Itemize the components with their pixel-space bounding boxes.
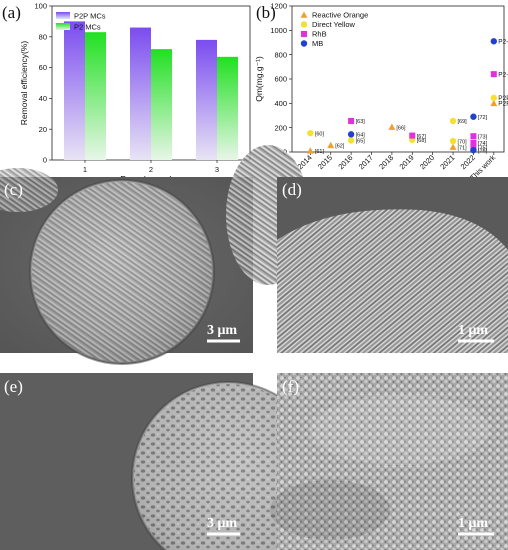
y-tick-label-b: 1200 bbox=[270, 2, 287, 11]
point-label-b: [76] bbox=[478, 148, 488, 154]
bar-p2p bbox=[196, 39, 217, 160]
data-point-b bbox=[307, 129, 314, 137]
legend-swatch-a bbox=[56, 12, 70, 19]
data-point-b bbox=[327, 141, 335, 149]
scale-bar-c-label: 3 μm bbox=[207, 323, 237, 338]
y-tick-label-a: 20 bbox=[39, 125, 47, 134]
legend-label-a: P2P MCs bbox=[74, 12, 106, 21]
x-tick-label-a: 2 bbox=[149, 165, 153, 174]
data-point-b bbox=[348, 117, 355, 124]
data-point-b bbox=[490, 38, 498, 45]
legend-marker-b bbox=[300, 11, 308, 18]
panel-f-letter: (f) bbox=[282, 377, 299, 396]
point-label-b: [74] bbox=[478, 141, 488, 147]
scale-bar-d-label: 1 μm bbox=[458, 323, 488, 338]
point-label-b: [69] bbox=[458, 119, 468, 125]
point-label-b: [71] bbox=[458, 145, 468, 151]
data-point-b bbox=[409, 132, 416, 139]
panel-d-letter: (d) bbox=[282, 180, 302, 199]
point-label-b: [72] bbox=[478, 115, 488, 121]
data-point-b bbox=[470, 139, 477, 146]
bar-p2p bbox=[130, 27, 151, 161]
point-label-b: P2-MCs bbox=[498, 38, 508, 45]
point-label-b: P2P-MCs bbox=[498, 101, 508, 108]
panel-c-letter: (c) bbox=[4, 180, 23, 199]
legend-label-b: Direct Yellow bbox=[312, 20, 356, 29]
point-label-b: [65] bbox=[356, 139, 366, 145]
data-point-b bbox=[470, 133, 477, 140]
y-tick-label-b: 600 bbox=[274, 75, 287, 84]
y-tick-label-b: 1000 bbox=[270, 26, 287, 35]
point-label-b: [68] bbox=[417, 138, 427, 144]
x-tick-label-b: 2021 bbox=[438, 153, 456, 171]
data-point-b bbox=[449, 137, 457, 145]
bar-p2 bbox=[151, 49, 172, 161]
bar-p2 bbox=[217, 56, 238, 160]
scale-bar-e-label: 3 μm bbox=[207, 516, 237, 531]
legend-marker-b bbox=[300, 21, 308, 28]
data-point-b bbox=[347, 131, 355, 138]
x-tick-label-b: 2015 bbox=[316, 153, 334, 171]
chart-b: 0200400600800100012002014201520162017201… bbox=[254, 2, 508, 183]
data-point-b bbox=[490, 99, 498, 107]
point-label-b: [75] bbox=[478, 145, 488, 151]
data-point-b bbox=[306, 147, 314, 154]
point-label-b: [70] bbox=[458, 139, 468, 145]
point-label-b: P2P-MCs bbox=[498, 95, 508, 102]
scale-bar-f-label: 1 μm bbox=[458, 516, 488, 531]
point-label-b: [67] bbox=[417, 134, 427, 140]
point-label-b: [61] bbox=[315, 149, 325, 155]
data-point-b bbox=[490, 94, 498, 102]
panel-b-letter: (b) bbox=[256, 3, 276, 22]
data-point-b bbox=[449, 143, 457, 150]
legend-marker-b bbox=[300, 40, 308, 47]
point-label-b: [63] bbox=[356, 119, 366, 125]
x-tick-label-a: 3 bbox=[215, 165, 219, 174]
point-label-b: [66] bbox=[396, 125, 406, 131]
point-label-b: [64] bbox=[356, 133, 366, 139]
legend-marker-b bbox=[301, 31, 307, 37]
point-label-b: [62] bbox=[335, 144, 345, 150]
data-point-b bbox=[490, 71, 497, 78]
y-tick-label-a: 100 bbox=[34, 2, 47, 11]
y-tick-label-a: 40 bbox=[39, 94, 47, 103]
sem-image-c: (c) 3 μm bbox=[0, 145, 310, 365]
y-tick-label-a: 60 bbox=[39, 63, 47, 72]
point-label-b: [73] bbox=[478, 134, 488, 140]
legend-label-b: MB bbox=[312, 39, 323, 48]
sem-image-f: (f) 1 μm bbox=[270, 373, 508, 550]
sem-image-e: (e) 3 μm bbox=[0, 373, 325, 550]
x-tick-label-a: 1 bbox=[83, 165, 87, 174]
y-tick-label-b: 800 bbox=[274, 50, 287, 59]
sem-image-d: (d) 1 μm bbox=[277, 177, 508, 353]
y-tick-label-a: 0 bbox=[43, 156, 47, 165]
y-tick-label-b: 200 bbox=[274, 123, 287, 132]
panel-e-letter: (e) bbox=[4, 377, 23, 396]
x-tick-label-b: 2017 bbox=[357, 153, 375, 171]
y-tick-label-b: 400 bbox=[274, 99, 287, 108]
x-tick-label-b: 2019 bbox=[398, 153, 416, 171]
y-axis-title-b: Qm(mg.g⁻¹) bbox=[254, 56, 264, 102]
data-point-b bbox=[470, 113, 477, 120]
bar-p2 bbox=[85, 32, 106, 160]
y-tick-label-a: 80 bbox=[39, 32, 47, 41]
point-label-b: [60] bbox=[315, 131, 325, 137]
data-point-b bbox=[347, 137, 355, 144]
point-label-b: P2-MCs bbox=[498, 71, 508, 78]
data-point-b bbox=[388, 123, 396, 130]
legend-swatch-a bbox=[56, 23, 70, 30]
chart-a: 020406080100123Recycle numberRemoval eff… bbox=[19, 2, 251, 184]
data-point-b bbox=[449, 117, 457, 125]
x-tick-label-b: 2016 bbox=[336, 153, 354, 171]
legend-label-b: RhB bbox=[312, 30, 327, 39]
bar-p2p bbox=[64, 21, 85, 161]
x-tick-label-b: 2018 bbox=[377, 153, 395, 171]
x-tick-label-b: 2020 bbox=[418, 153, 436, 171]
y-axis-title-a: Removal efficiency(%) bbox=[19, 41, 29, 126]
legend-label-a: P2 MCs bbox=[74, 23, 101, 32]
panel-a-letter: (a) bbox=[2, 3, 21, 22]
data-point-b bbox=[470, 146, 477, 154]
legend-label-b: Reactive Orange bbox=[312, 11, 368, 20]
